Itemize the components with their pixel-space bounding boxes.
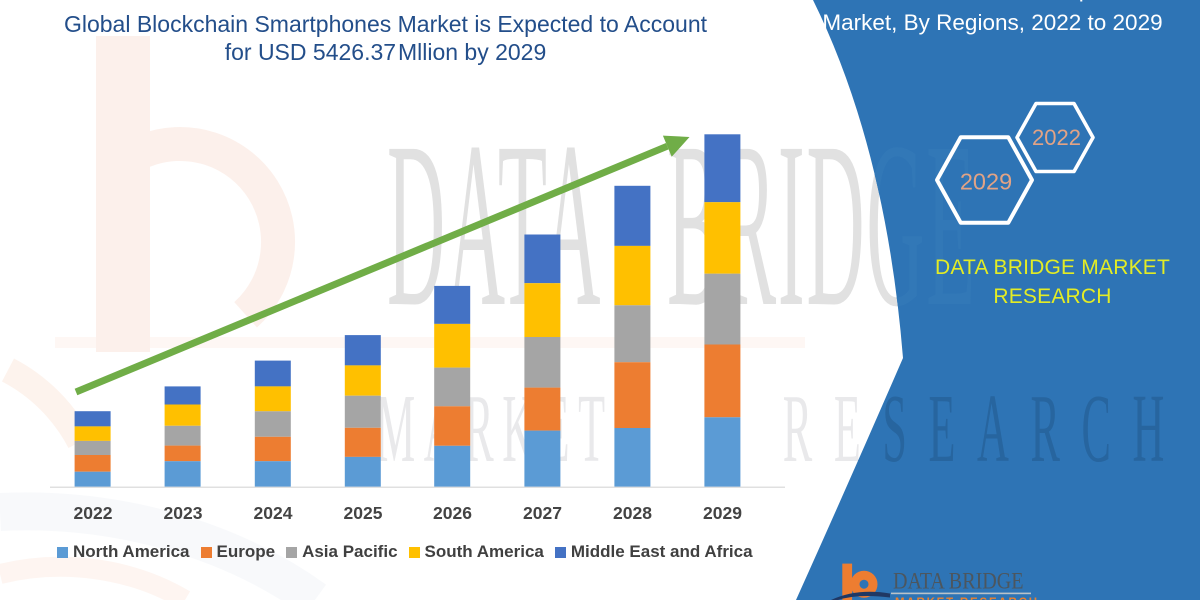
svg-text:MARKET: MARKET	[376, 375, 605, 483]
svg-text:MARKET RESEARCH: MARKET RESEARCH	[895, 597, 1037, 600]
svg-text:2029: 2029	[960, 169, 1012, 195]
svg-text:2022: 2022	[1032, 125, 1081, 150]
svg-text:DATA: DATA	[387, 94, 602, 356]
svg-text:DATA BRIDGE: DATA BRIDGE	[893, 569, 1024, 595]
